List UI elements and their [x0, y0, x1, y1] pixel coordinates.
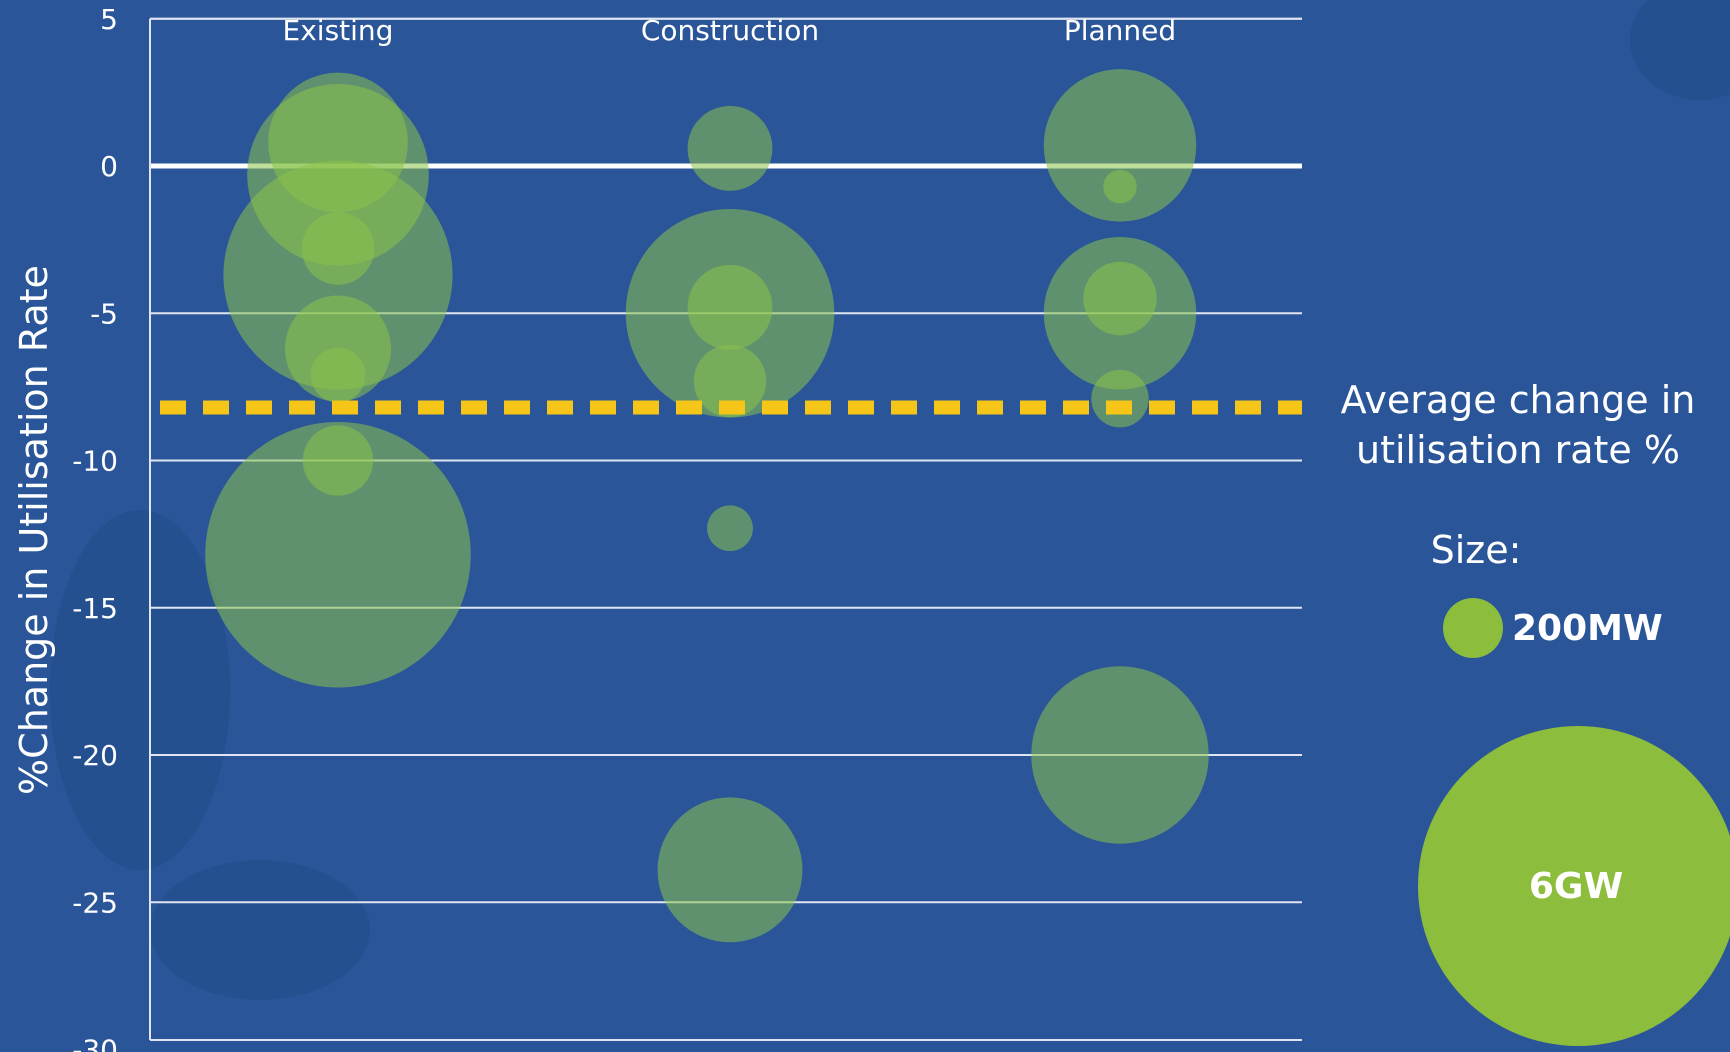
y-tick-label: -25 — [72, 886, 118, 919]
bubble — [693, 344, 767, 418]
background-blob — [1630, 0, 1730, 100]
bubble — [687, 105, 773, 191]
bubble — [657, 797, 803, 943]
background-blob — [150, 860, 370, 1000]
bubble — [205, 421, 471, 688]
y-tick-label: 0 — [100, 150, 118, 183]
bubble — [1031, 666, 1209, 844]
category-label: Planned — [1064, 14, 1176, 47]
bubble — [1043, 69, 1197, 222]
size-legend-large-label: 6GW — [1529, 866, 1623, 907]
bubble — [1083, 261, 1157, 336]
y-tick-label: -10 — [72, 445, 118, 478]
size-legend: 200MW 6GW — [1418, 598, 1730, 1046]
bubbles — [205, 69, 1209, 943]
y-axis-label: %Change in Utilisation Rate — [12, 265, 56, 795]
y-tick-label: -5 — [90, 297, 118, 330]
bubble — [1091, 369, 1149, 428]
bubble — [310, 347, 366, 403]
size-legend-large-circle — [1418, 726, 1730, 1046]
size-legend-title: Size: — [1431, 528, 1522, 572]
y-tick-label: -30 — [72, 1034, 118, 1052]
axes: 5 0 -5 -10 -15 -20 -25 -30 Existing Construction P… — [72, 3, 1302, 1052]
size-legend-small-label: 200MW — [1512, 608, 1663, 649]
bubble — [301, 212, 375, 285]
y-tick-label: -20 — [72, 739, 118, 772]
bubble — [1103, 169, 1137, 204]
bubble — [707, 505, 753, 552]
category-label: Existing — [283, 14, 394, 47]
size-legend-small-circle — [1443, 598, 1503, 658]
bubble — [687, 264, 773, 350]
average-label-line-1: Average change in — [1341, 378, 1696, 422]
y-tick-label: 5 — [100, 3, 118, 36]
background-blob — [50, 510, 230, 870]
background-decor — [50, 0, 1730, 1000]
average-label-line-2: utilisation rate % — [1356, 428, 1680, 472]
y-tick-label: -15 — [72, 592, 118, 625]
category-label: Construction — [641, 14, 819, 47]
